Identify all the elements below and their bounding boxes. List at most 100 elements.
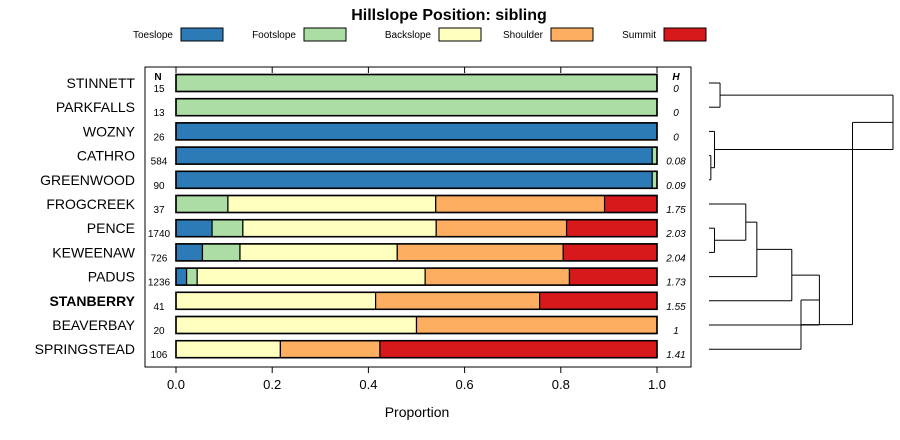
bar-segment-frogcreek-shoulder	[435, 194, 606, 214]
legend-swatch-footslope	[303, 27, 347, 42]
h-value-keweenaw: 2.04	[665, 253, 686, 264]
n-column-header: N	[154, 72, 161, 83]
h-value-beaverbay: 1	[673, 326, 679, 337]
bar-segment-cathro-toeslope	[175, 146, 653, 165]
bar-segment-keweenaw-backslope	[239, 243, 398, 262]
legend: Toeslope Footslope Backslope Shoulder Summit	[133, 27, 707, 42]
chart-title: Hillslope Position: sibling	[351, 7, 547, 24]
plot-frame	[144, 66, 692, 368]
bar-segment-stanberry-shoulder	[375, 291, 541, 310]
legend-label-shoulder: Shoulder	[503, 30, 544, 41]
bar-outline-greenwood	[175, 170, 658, 190]
bar-outline-stinnett	[175, 73, 658, 93]
bar-segment-pence-shoulder	[435, 219, 568, 238]
h-value-pence: 2.03	[665, 229, 686, 240]
bar-segment-frogcreek-summit	[603, 194, 658, 214]
h-value-stanberry: 1.55	[666, 302, 686, 313]
h-value-springstead: 1.41	[666, 350, 685, 361]
row-label-keweenaw: KEWEENAW	[52, 244, 135, 260]
bar-segment-parkfalls-footslope	[175, 98, 658, 117]
bar-outline-padus	[175, 267, 658, 286]
x-tick-label-1: 0.2	[263, 377, 281, 392]
h-value-wozny: 0	[673, 132, 679, 143]
h-value-padus: 1.73	[666, 278, 686, 289]
n-value-parkfalls: 13	[153, 108, 165, 119]
bar-outline-parkfalls	[175, 97, 658, 117]
bar-segment-keweenaw-summit	[562, 243, 658, 262]
bar-segment-pence-backslope	[242, 219, 437, 238]
x-axis: 0.0 0.2 0.4 0.6 0.8 1.0	[167, 67, 666, 392]
bar-outline-wozny	[175, 122, 658, 141]
bar-segment-padus-footslope	[185, 267, 198, 286]
h-value-cathro: 0.08	[666, 157, 686, 168]
x-axis-title: Proportion	[385, 404, 450, 420]
bar-segment-padus-summit	[568, 267, 658, 286]
bar-segment-pence-summit	[565, 219, 658, 238]
n-value-cathro: 584	[151, 157, 168, 168]
bar-segment-frogcreek-footslope	[175, 194, 229, 214]
legend-label-summit: Summit	[622, 30, 656, 41]
bar-outline-beaverbay	[175, 315, 658, 335]
legend-swatch-backslope	[438, 27, 482, 42]
bar-segment-springstead-backslope	[175, 340, 281, 359]
bar-segment-stanberry-backslope	[175, 291, 377, 310]
n-value-springstead: 106	[151, 350, 168, 361]
x-tick-label-2: 0.4	[359, 377, 377, 392]
h-value-greenwood: 0.09	[666, 181, 686, 192]
bar-segment-padus-shoulder	[424, 267, 571, 286]
row-label-padus: PADUS	[88, 269, 135, 285]
n-value-beaverbay: 20	[153, 326, 165, 337]
h-column-header: H	[672, 72, 680, 83]
legend-label-footslope: Footslope	[252, 30, 296, 41]
row-label-stinnett: STINNETT	[67, 75, 136, 91]
bar-segment-stanberry-summit	[539, 291, 658, 310]
legend-label-backslope: Backslope	[385, 30, 432, 41]
legend-swatch-toeslope	[180, 27, 224, 42]
bar-segment-keweenaw-toeslope	[175, 243, 204, 262]
bar-segment-pence-toeslope	[175, 219, 213, 238]
n-value-stinnett: 15	[153, 84, 165, 95]
bar-rows: STINNETT 15 0 PARKFALLS 13 0 WOZNY 26 0 CATHRO 584…	[35, 73, 686, 361]
bar-segment-keweenaw-footslope	[201, 243, 241, 262]
bar-segment-padus-toeslope	[175, 267, 188, 286]
n-value-padus: 1236	[148, 278, 171, 289]
legend-label-toeslope: Toeslope	[133, 30, 173, 41]
row-label-pence: PENCE	[87, 220, 135, 236]
row-label-springstead: SPRINGSTEAD	[35, 341, 135, 357]
bar-segment-beaverbay-backslope	[175, 315, 418, 335]
bar-segment-frogcreek-backslope	[227, 194, 437, 214]
legend-swatch-shoulder	[550, 27, 594, 42]
bar-outline-springstead	[175, 339, 658, 359]
legend-swatch-summit	[663, 27, 707, 42]
bar-segment-springstead-summit	[379, 340, 658, 359]
x-tick-label-3: 0.6	[456, 377, 474, 392]
n-value-stanberry: 41	[153, 302, 165, 313]
bar-segment-greenwood-toeslope	[175, 170, 653, 189]
bar-segment-pence-footslope	[211, 219, 244, 238]
n-value-wozny: 26	[153, 132, 165, 143]
row-label-greenwood: GREENWOOD	[40, 172, 135, 188]
x-tick-label-0: 0.0	[167, 377, 185, 392]
h-value-parkfalls: 0	[673, 108, 679, 119]
row-label-cathro: CATHRO	[77, 148, 135, 164]
n-value-keweenaw: 726	[151, 253, 168, 264]
n-value-pence: 1740	[148, 229, 171, 240]
bar-outline-pence	[175, 218, 658, 238]
bar-outline-stanberry	[175, 291, 658, 311]
h-value-stinnett: 0	[673, 84, 679, 95]
row-label-beaverbay: BEAVERBAY	[52, 317, 135, 333]
n-value-greenwood: 90	[153, 181, 165, 192]
h-value-frogcreek: 1.75	[666, 205, 686, 216]
row-label-frogcreek: FROGCREEK	[46, 196, 135, 212]
row-label-parkfalls: PARKFALLS	[56, 99, 135, 115]
bar-segment-beaverbay-shoulder	[415, 315, 658, 335]
x-tick-label-5: 1.0	[648, 377, 666, 392]
dendrogram	[709, 82, 894, 350]
n-value-frogcreek: 37	[153, 205, 165, 216]
row-label-wozny: WOZNY	[83, 123, 136, 139]
bar-outline-keweenaw	[175, 243, 658, 262]
row-label-stanberry: STANBERRY	[49, 293, 135, 309]
bar-outline-frogcreek	[175, 194, 658, 214]
bar-segment-springstead-shoulder	[279, 340, 381, 359]
